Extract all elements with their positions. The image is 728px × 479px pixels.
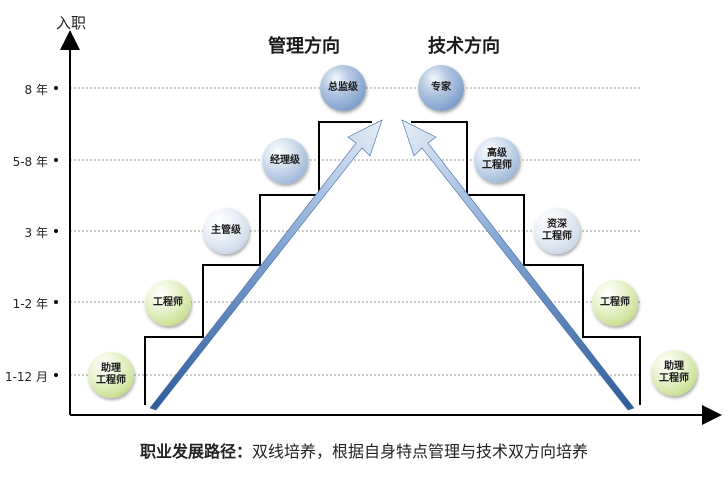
node-tech-advanced-engineer: 高级 工程师 [474,137,520,183]
node-label: 资深 工程师 [542,218,572,243]
node-label: 工程师 [600,296,630,308]
technical-staircase [411,121,641,405]
technical-arrow [401,119,635,411]
node-tech-engineer: 工程师 [592,280,638,326]
caption: 职业发展路径：双线培养，根据自身特点管理与技术双方向培养 [0,438,728,462]
node-label: 工程师 [153,296,183,308]
management-heading: 管理方向 [268,36,340,57]
tick-label-8y: 8 年 [24,83,48,97]
node-tech-senior-engineer: 资深 工程师 [534,208,580,254]
technical-heading: 技术方向 [428,36,500,57]
node-label: 助理 工程师 [96,362,126,387]
node-tech-assistant-engineer: 助理 工程师 [651,350,697,396]
node-label: 专家 [431,81,451,93]
management-staircase [144,121,372,405]
node-label: 助理 工程师 [659,360,689,385]
node-mgmt-engineer: 工程师 [145,280,191,326]
caption-title: 职业发展路径： [139,442,252,461]
node-mgmt-assistant-engineer: 助理 工程师 [88,352,134,398]
node-label: 主管级 [211,224,241,236]
node-mgmt-manager: 经理级 [262,138,308,184]
tick-label-5-8y: 5-8 年 [12,155,48,169]
node-mgmt-supervisor: 主管级 [203,208,249,254]
tick-dots [54,86,58,377]
tick-label-3y: 3 年 [24,226,48,240]
node-label: 总监级 [328,81,358,93]
management-arrow [149,119,383,411]
node-label: 经理级 [270,154,300,166]
y-axis-title: 入职 [56,14,87,32]
node-label: 高级 工程师 [482,147,512,172]
tick-label-1-12m: 1-12 月 [4,370,48,384]
node-mgmt-director: 总监级 [320,65,366,111]
caption-text: 双线培养，根据自身特点管理与技术双方向培养 [252,442,589,461]
tick-label-1-2y: 1-2 年 [12,297,48,311]
node-tech-expert: 专家 [418,65,464,111]
